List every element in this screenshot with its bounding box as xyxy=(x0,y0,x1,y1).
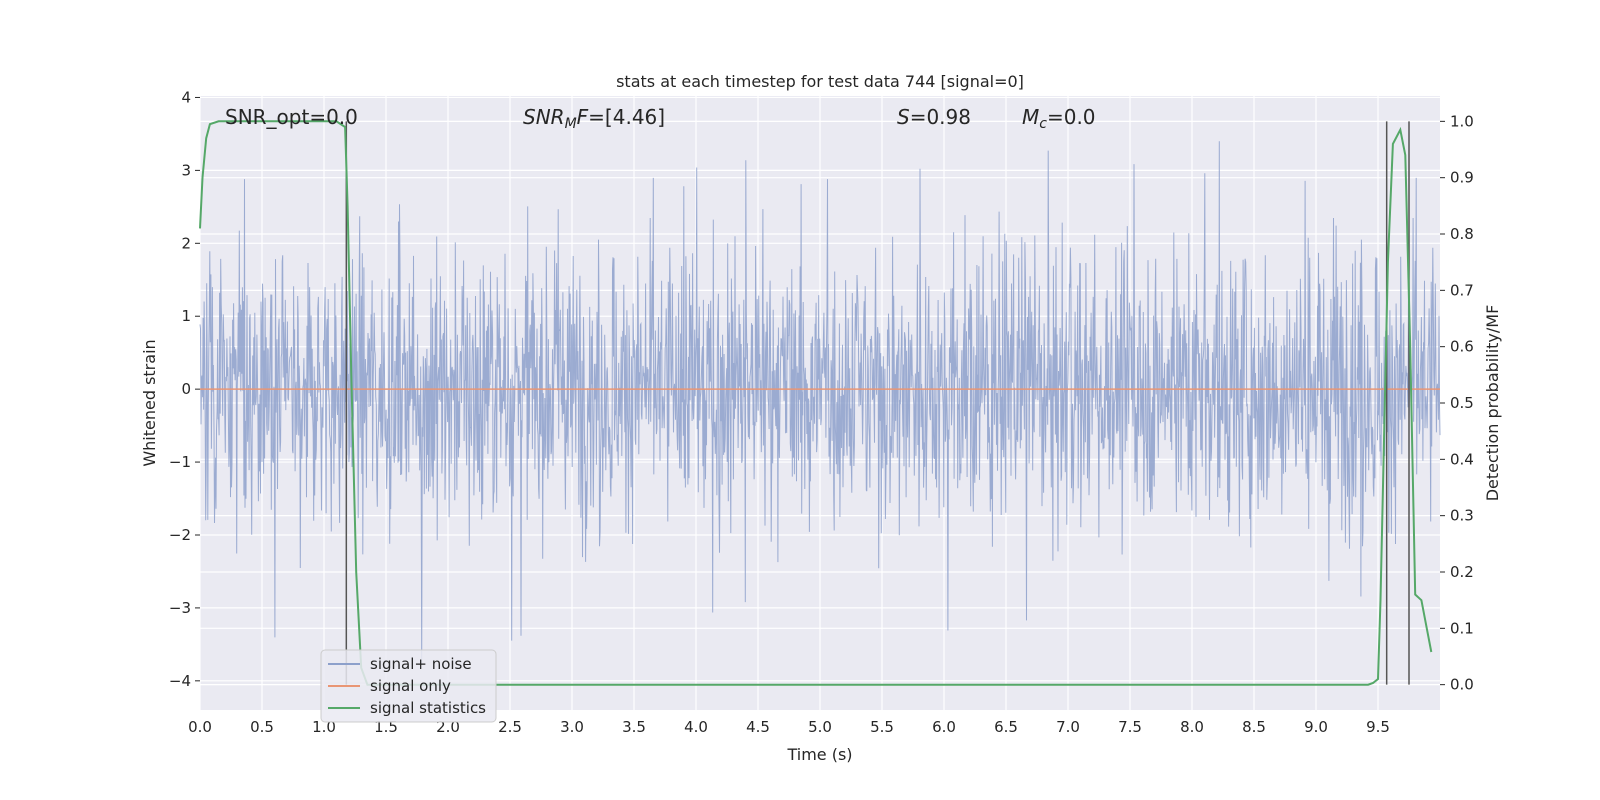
right-tick-label: 0.6 xyxy=(1450,338,1474,356)
right-tick-label: 1.0 xyxy=(1450,112,1474,130)
chart-title: stats at each timestep for test data 744… xyxy=(616,72,1024,91)
noise-trace-line xyxy=(199,141,1441,666)
y-tick-label: 0 xyxy=(181,380,191,398)
y-tick-label: −4 xyxy=(169,672,191,690)
x-tick-label: 9.5 xyxy=(1366,718,1390,736)
legend-label-signal-only: signal only xyxy=(370,677,451,695)
legend: signal+ noise signal only signal statist… xyxy=(320,649,497,723)
x-tick-label: 8.0 xyxy=(1180,718,1204,736)
x-tick-label: 4.5 xyxy=(746,718,770,736)
x-tick-label: 7.5 xyxy=(1118,718,1142,736)
snr-mf-annotation: SNRMF=[4.46] xyxy=(523,105,665,132)
mc-symbol: M xyxy=(1022,105,1039,129)
right-tick-label: 0.2 xyxy=(1450,563,1474,581)
right-tick-label: 0.5 xyxy=(1450,394,1474,412)
signal-statistics-series xyxy=(199,120,1433,686)
mc-subscript: c xyxy=(1039,116,1047,132)
x-tick-label: 0.5 xyxy=(250,718,274,736)
right-tick-labels: 1.0 0.9 0.8 0.7 0.6 0.5 0.4 0.3 0.2 0.1 0.0 xyxy=(1440,112,1474,694)
signal-noise-series xyxy=(199,141,1441,666)
x-tick-label: 8.5 xyxy=(1242,718,1266,736)
y-axis-label: Whitened strain xyxy=(140,339,159,466)
snr-mf-value: =[4.46] xyxy=(588,105,665,129)
x-tick-label: 6.5 xyxy=(994,718,1018,736)
legend-box xyxy=(320,649,497,723)
x-tick-label: 9.0 xyxy=(1304,718,1328,736)
right-tick-label: 0.4 xyxy=(1450,450,1474,468)
right-tick-label: 0.0 xyxy=(1450,676,1474,694)
x-axis-label: Time (s) xyxy=(786,745,852,764)
x-tick-label: 4.0 xyxy=(684,718,708,736)
s-annotation: S=0.98 xyxy=(897,105,971,129)
right-tick-label: 0.7 xyxy=(1450,281,1474,299)
snr-mf-subscript: M xyxy=(565,116,577,132)
right-tick-label: 0.3 xyxy=(1450,507,1474,525)
y-tick-label: 4 xyxy=(181,88,191,106)
right-tick-label: 0.1 xyxy=(1450,619,1474,637)
snr-mf-symbol: SNR xyxy=(523,105,565,129)
x-tick-label: 0.0 xyxy=(188,718,212,736)
x-tick-label: 2.5 xyxy=(498,718,522,736)
y-tick-labels: 4 3 2 1 0 −1 −2 −3 −4 xyxy=(169,88,200,690)
x-tick-label: 5.0 xyxy=(808,718,832,736)
snr-mf-f: F xyxy=(577,105,589,129)
s-value: =0.98 xyxy=(910,105,971,129)
mc-annotation: Mc=0.0 xyxy=(1022,105,1096,132)
right-axis-label: Detection probability/MF xyxy=(1483,305,1502,502)
y-tick-label: 1 xyxy=(181,307,191,325)
y-tick-label: 2 xyxy=(181,234,191,252)
right-tick-label: 0.9 xyxy=(1450,169,1474,187)
snr-opt-annotation: SNR_opt=0.0 xyxy=(225,105,358,129)
legend-label-noise: signal+ noise xyxy=(370,655,472,673)
y-tick-label: 3 xyxy=(181,161,191,179)
marker-vlines xyxy=(345,121,1410,685)
y-tick-label: −3 xyxy=(169,599,191,617)
x-tick-label: 5.5 xyxy=(870,718,894,736)
right-tick-label: 0.8 xyxy=(1450,225,1474,243)
y-tick-label: −2 xyxy=(169,526,191,544)
y-gridlines xyxy=(200,96,1440,682)
legend-label-statistics: signal statistics xyxy=(370,699,486,717)
mc-value: =0.0 xyxy=(1047,105,1096,129)
x-tick-label: 6.0 xyxy=(932,718,956,736)
y-tick-label: −1 xyxy=(169,453,191,471)
statistics-line xyxy=(199,120,1433,686)
x-tick-label: 7.0 xyxy=(1056,718,1080,736)
s-symbol: S xyxy=(897,105,910,129)
x-tick-label: 3.5 xyxy=(622,718,646,736)
x-tick-label: 3.0 xyxy=(560,718,584,736)
